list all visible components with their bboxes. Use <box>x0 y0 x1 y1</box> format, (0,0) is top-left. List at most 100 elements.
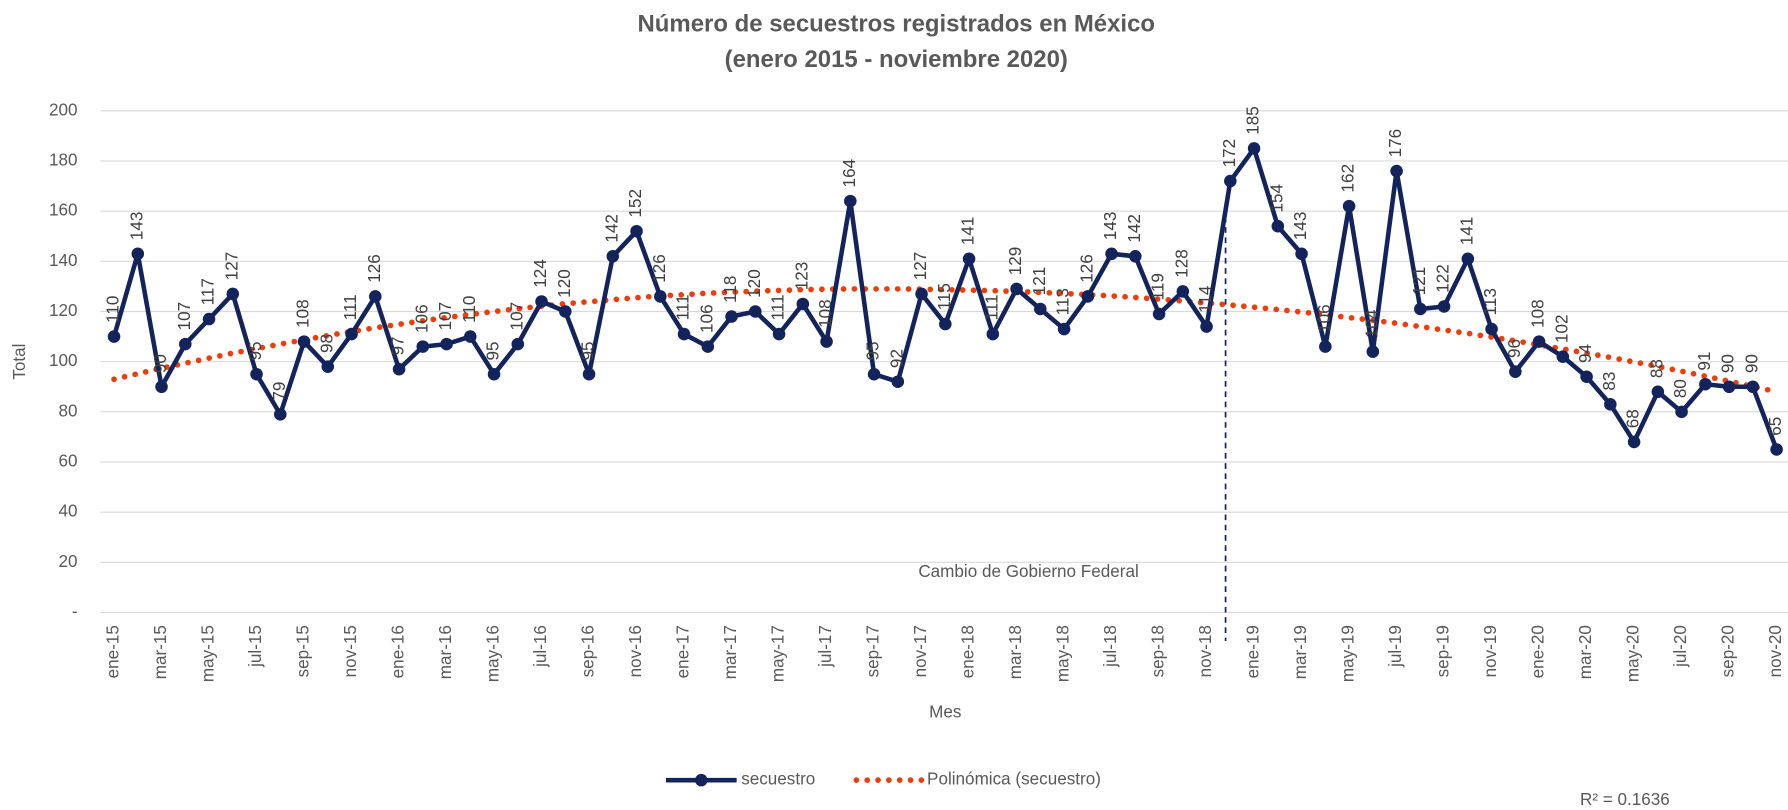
marker <box>511 337 525 351</box>
marker <box>1247 142 1261 155</box>
marker <box>772 327 786 341</box>
marker <box>725 310 738 323</box>
marker <box>416 340 430 353</box>
x-tick-label: mar-20 <box>1576 625 1595 679</box>
series-line <box>111 286 1780 395</box>
data-label: 111 <box>769 294 788 320</box>
legend-label: Polinómica (secuestro) <box>927 770 1101 789</box>
y-tick-label: 140 <box>49 251 78 270</box>
data-label: 120 <box>745 269 764 298</box>
data-label: 152 <box>626 189 645 218</box>
data-label: 110 <box>104 296 123 323</box>
x-tick-label: nov-18 <box>1196 625 1215 677</box>
data-label: 141 <box>959 217 978 246</box>
marker <box>962 252 976 266</box>
x-tick-label: mar-17 <box>721 625 740 679</box>
marker <box>369 290 382 303</box>
x-tick-label: nov-20 <box>1766 625 1785 677</box>
x-tick-label: ene-16 <box>389 625 408 678</box>
marker <box>440 337 453 351</box>
data-label: 65 <box>1766 417 1785 436</box>
x-tick-label: ene-17 <box>674 625 693 678</box>
data-label: 90 <box>1742 354 1761 373</box>
marker <box>582 367 596 381</box>
y-tick-label: 40 <box>59 502 78 521</box>
marker <box>1010 282 1023 296</box>
x-tick-label: mar-15 <box>151 625 170 679</box>
data-label: 91 <box>1695 352 1714 371</box>
x-tick-label: mar-18 <box>1006 625 1025 679</box>
data-label: 143 <box>127 212 146 241</box>
data-label: 106 <box>1315 304 1334 333</box>
marker <box>464 330 477 343</box>
y-tick-label: 120 <box>49 301 78 320</box>
data-label: 142 <box>1125 214 1144 243</box>
data-label: 162 <box>1339 164 1358 193</box>
x-tick-label: may-20 <box>1624 625 1643 682</box>
data-label: 126 <box>365 254 384 283</box>
marker <box>1556 350 1570 363</box>
x-tick-label: mar-16 <box>436 625 455 679</box>
x-tick-label: may-17 <box>769 625 788 682</box>
data-label: 121 <box>1030 267 1049 296</box>
marker <box>1034 302 1047 316</box>
data-label: 83 <box>1600 372 1619 391</box>
data-label: 127 <box>222 252 241 281</box>
data-label: 90 <box>1719 354 1738 373</box>
data-label: 141 <box>1457 217 1476 246</box>
x-tick-label: ene-20 <box>1529 625 1548 678</box>
marker <box>1342 199 1356 213</box>
data-label: 107 <box>175 302 194 331</box>
data-label: 95 <box>484 342 503 361</box>
y-tick-label: 80 <box>59 401 78 420</box>
marker <box>1675 405 1688 419</box>
data-label: 111 <box>982 294 1001 320</box>
marker <box>1105 247 1118 261</box>
data-label: 96 <box>1505 339 1524 358</box>
data-label: 117 <box>199 278 218 305</box>
marker <box>297 335 311 348</box>
x-tick-label: nov-16 <box>626 625 645 677</box>
data-label: 118 <box>721 276 740 303</box>
data-label: 102 <box>1552 314 1571 343</box>
data-label: 164 <box>840 159 859 188</box>
data-label: 129 <box>1006 247 1025 276</box>
data-label: 95 <box>246 342 265 361</box>
y-tick-label: 200 <box>49 100 78 119</box>
data-label: 120 <box>555 269 574 298</box>
marker <box>915 287 928 301</box>
annotation: Cambio de Gobierno Federal <box>918 562 1138 581</box>
marker <box>1224 174 1237 188</box>
x-axis-label: Mes <box>929 702 961 721</box>
marker <box>986 327 1000 341</box>
x-tick-label: jul-17 <box>816 625 835 668</box>
data-label: 95 <box>864 342 883 361</box>
marker <box>1604 398 1617 411</box>
marker <box>630 224 643 238</box>
marker <box>559 305 572 318</box>
marker <box>179 337 192 351</box>
data-label: 104 <box>1362 309 1381 338</box>
x-tick-label: sep-17 <box>864 625 883 677</box>
data-label: 68 <box>1624 409 1643 428</box>
legend-marker <box>695 773 708 787</box>
data-label: 113 <box>1481 288 1500 315</box>
marker <box>274 408 287 421</box>
x-tick-label: may-15 <box>199 625 218 682</box>
marker <box>1152 307 1166 321</box>
data-label: 121 <box>1410 267 1429 296</box>
marker <box>891 375 905 389</box>
marker <box>345 327 358 341</box>
marker <box>1390 164 1403 178</box>
marker <box>1485 322 1498 336</box>
x-tick-label: sep-15 <box>294 625 313 677</box>
marker <box>677 327 691 341</box>
marker <box>1081 290 1095 303</box>
chart-title: Número de secuestros registrados en Méxi… <box>638 11 1156 38</box>
marker <box>1129 250 1142 263</box>
data-label: 124 <box>531 259 550 288</box>
y-tick-label: 180 <box>49 150 78 169</box>
x-tick-label: ene-19 <box>1244 625 1263 678</box>
marker <box>1366 345 1380 358</box>
